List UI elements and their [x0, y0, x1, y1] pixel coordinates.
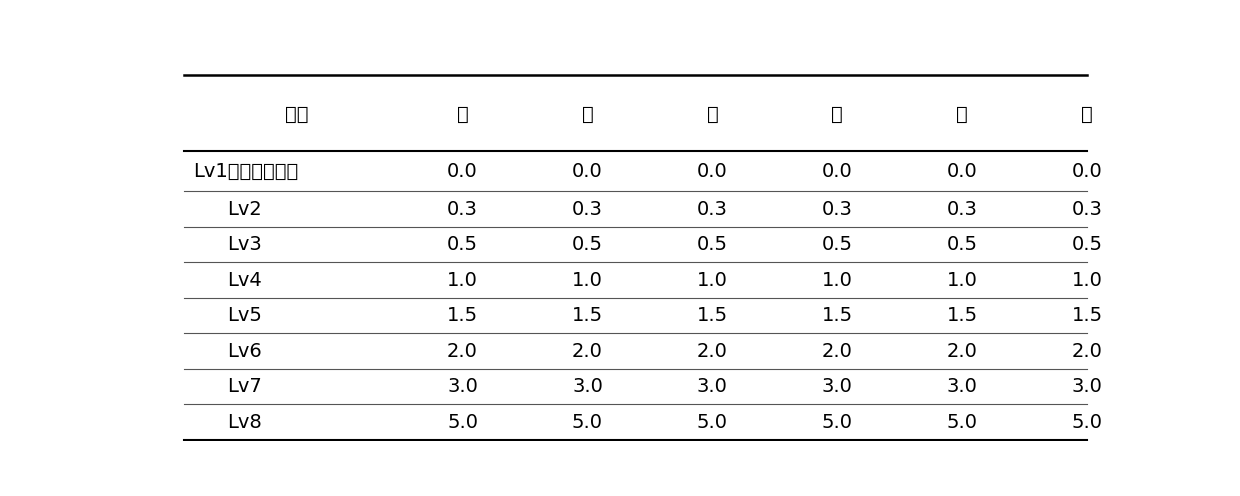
Text: 砷: 砷 — [707, 105, 718, 124]
Text: 1.0: 1.0 — [697, 271, 728, 290]
Text: Lv6: Lv6 — [227, 342, 262, 361]
Text: 0.5: 0.5 — [822, 235, 853, 254]
Text: 2.0: 2.0 — [947, 342, 977, 361]
Text: 0.3: 0.3 — [822, 199, 853, 219]
Text: Lv2: Lv2 — [227, 199, 262, 219]
Text: 3.0: 3.0 — [448, 377, 477, 396]
Text: 3.0: 3.0 — [572, 377, 603, 396]
Text: 5.0: 5.0 — [697, 413, 728, 432]
Text: 0.5: 0.5 — [446, 235, 479, 254]
Text: Lv4: Lv4 — [227, 271, 262, 290]
Text: 铬: 铬 — [456, 105, 469, 124]
Text: 5.0: 5.0 — [822, 413, 853, 432]
Text: 3.0: 3.0 — [822, 377, 853, 396]
Text: 1.0: 1.0 — [1071, 271, 1102, 290]
Text: 镉: 镉 — [956, 105, 968, 124]
Text: 1.5: 1.5 — [697, 306, 728, 325]
Text: 0.3: 0.3 — [448, 199, 477, 219]
Text: 1.5: 1.5 — [946, 306, 978, 325]
Text: Lv8: Lv8 — [227, 413, 262, 432]
Text: 5.0: 5.0 — [1071, 413, 1102, 432]
Text: 2.0: 2.0 — [1071, 342, 1102, 361]
Text: 3.0: 3.0 — [1071, 377, 1102, 396]
Text: 硒: 硒 — [832, 105, 843, 124]
Text: 5.0: 5.0 — [572, 413, 603, 432]
Text: Lv3: Lv3 — [227, 235, 262, 254]
Text: 1.0: 1.0 — [947, 271, 977, 290]
Text: 序号: 序号 — [285, 105, 309, 124]
Text: 1.0: 1.0 — [572, 271, 603, 290]
Text: 0.0: 0.0 — [448, 162, 477, 181]
Text: 0.0: 0.0 — [947, 162, 977, 181]
Text: 2.0: 2.0 — [822, 342, 853, 361]
Text: 2.0: 2.0 — [697, 342, 728, 361]
Text: 0.0: 0.0 — [822, 162, 853, 181]
Text: 0.0: 0.0 — [572, 162, 603, 181]
Text: 3.0: 3.0 — [947, 377, 977, 396]
Text: 0.3: 0.3 — [1071, 199, 1102, 219]
Text: 0.5: 0.5 — [947, 235, 978, 254]
Text: 0.5: 0.5 — [572, 235, 603, 254]
Text: 5.0: 5.0 — [446, 413, 479, 432]
Text: 1.5: 1.5 — [822, 306, 853, 325]
Text: 1.5: 1.5 — [446, 306, 479, 325]
Text: 5.0: 5.0 — [947, 413, 978, 432]
Text: Lv1（试剂空白）: Lv1（试剂空白） — [193, 162, 299, 181]
Text: 1.5: 1.5 — [572, 306, 603, 325]
Text: 2.0: 2.0 — [448, 342, 477, 361]
Text: Lv5: Lv5 — [227, 306, 262, 325]
Text: 0.3: 0.3 — [572, 199, 603, 219]
Text: 铅: 铅 — [1081, 105, 1092, 124]
Text: 1.0: 1.0 — [448, 271, 477, 290]
Text: 1.0: 1.0 — [822, 271, 853, 290]
Text: Lv7: Lv7 — [227, 377, 262, 396]
Text: 0.0: 0.0 — [697, 162, 728, 181]
Text: 2.0: 2.0 — [572, 342, 603, 361]
Text: 镍: 镍 — [582, 105, 593, 124]
Text: 0.5: 0.5 — [1071, 235, 1102, 254]
Text: 0.5: 0.5 — [697, 235, 728, 254]
Text: 0.0: 0.0 — [1071, 162, 1102, 181]
Text: 0.3: 0.3 — [947, 199, 977, 219]
Text: 0.3: 0.3 — [697, 199, 728, 219]
Text: 1.5: 1.5 — [1071, 306, 1102, 325]
Text: 3.0: 3.0 — [697, 377, 728, 396]
